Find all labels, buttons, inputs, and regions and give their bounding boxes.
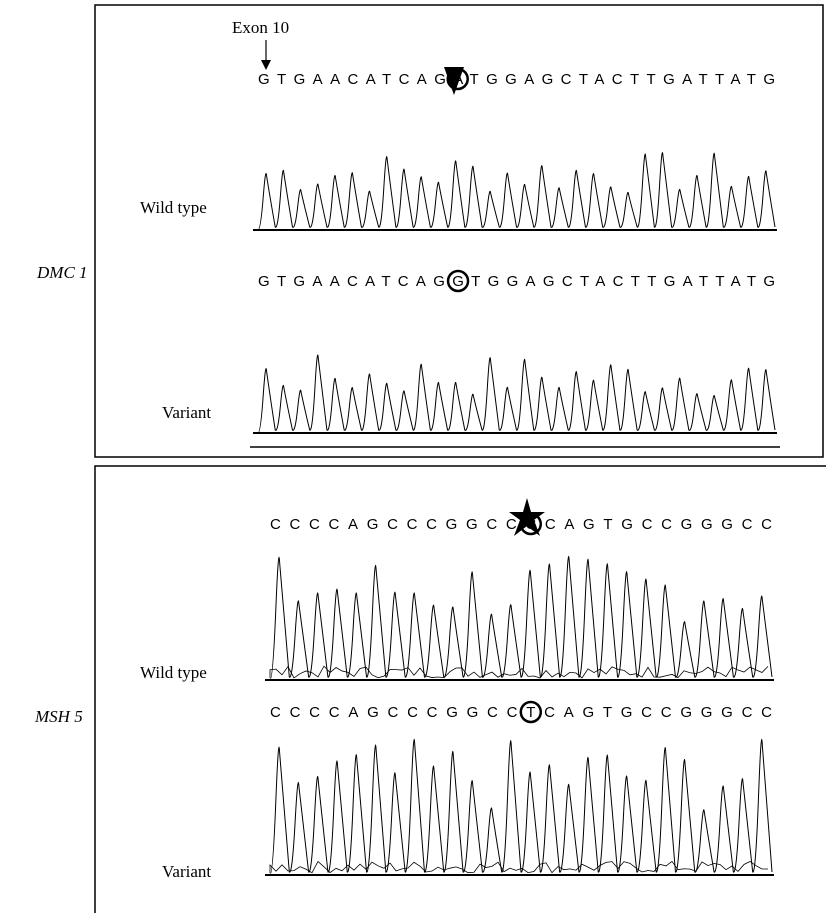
row-label: Wild type (140, 663, 207, 682)
sequence-part: G (452, 273, 464, 290)
sequence: GTGAACATCAG G TGGAGCTACTTGATTATG (258, 273, 775, 290)
sequence-part: GTGAACATCAG (258, 273, 445, 290)
exon-label: Exon 10 (232, 18, 289, 37)
sequence-part: T (526, 704, 535, 721)
chromatogram-trace (270, 556, 772, 680)
row-label: Variant (162, 403, 211, 422)
chromatogram-trace (258, 355, 775, 433)
gene-label: MSH 5 (34, 707, 83, 726)
sequence-part: A (453, 71, 463, 88)
sequence-part: CAGTGCCGGGCC (545, 516, 772, 533)
sequence-part: CAGTGCCGGGCC (544, 704, 772, 721)
sequence-part: C (525, 516, 536, 533)
chromatogram-noise (270, 861, 768, 873)
sequence-part: CCCCAGCCCGGCC (270, 516, 517, 533)
figure: Exon 10 DMC 1 MSH 5 Wild type GTGAACATCAG… (0, 0, 826, 913)
chromatogram-trace (270, 739, 772, 875)
sequence-part: TGGAGCTACTTGATTATG (471, 273, 775, 290)
chromatogram-trace (258, 153, 775, 230)
sequence-part: GTGAACATCAG (258, 71, 446, 88)
arrow-head (261, 60, 271, 70)
sequence-part: CCCCAGCCCGGCC (270, 704, 518, 721)
sequence: GTGAACATCAG A TGGAGCTACTTGATTATG (258, 71, 775, 88)
sequence-part: TGGAGCTACTTGATTATG (470, 71, 775, 88)
gene-label: DMC 1 (36, 263, 88, 282)
row-label: Variant (162, 862, 211, 881)
row-label: Wild type (140, 198, 207, 217)
